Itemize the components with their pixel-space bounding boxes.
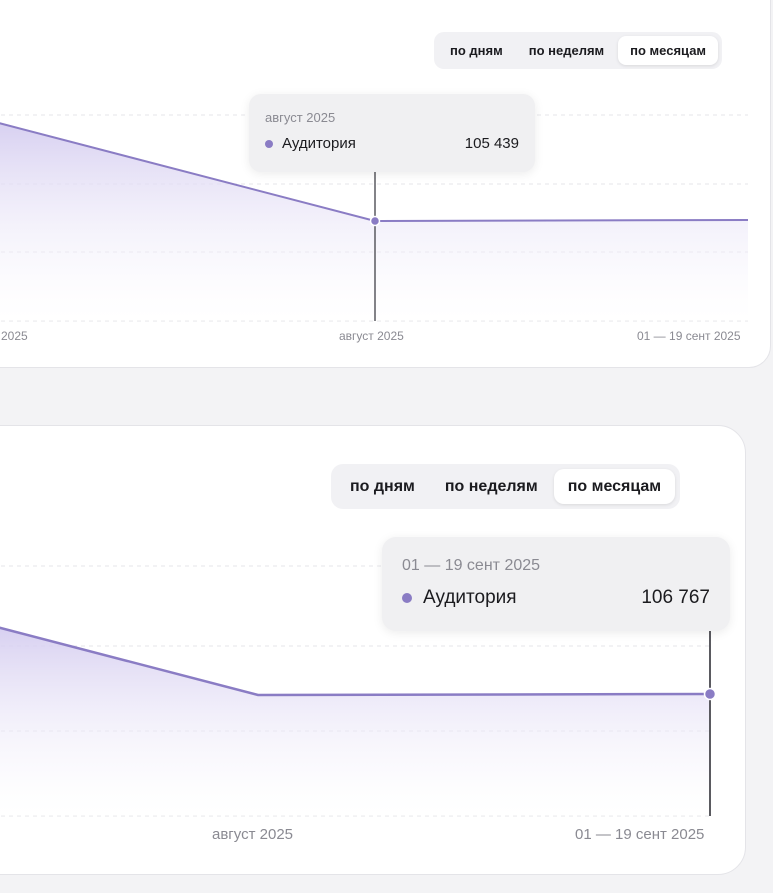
series-dot-icon <box>265 139 273 148</box>
series-line <box>0 626 711 697</box>
chart-card-1: по дням по неделям по месяцам август 202… <box>0 0 771 368</box>
hover-point <box>703 687 717 701</box>
toggle-by-days[interactable]: по дням <box>438 36 515 65</box>
toggle-by-days[interactable]: по дням <box>336 469 429 504</box>
period-toggle: по дням по неделям по месяцам <box>331 464 681 509</box>
x-tick-label: август 2025 <box>339 329 404 343</box>
tooltip-value: 106 767 <box>641 587 710 608</box>
tooltip-date: 01 — 19 сент 2025 <box>402 557 541 574</box>
toggle-by-months[interactable]: по месяцам <box>618 36 719 65</box>
toggle-by-months[interactable]: по месяцам <box>553 469 676 504</box>
tooltip-value: 105 439 <box>464 135 519 152</box>
period-toggle: по дням по неделям по месяцам <box>434 32 723 69</box>
x-tick-label: август 2025 <box>212 826 294 843</box>
tooltip-series-name: Аудитория <box>423 587 517 608</box>
toggle-by-weeks[interactable]: по неделям <box>431 469 552 504</box>
audience-chart-1[interactable] <box>0 0 771 368</box>
x-tick-label: 2025 <box>1 329 28 343</box>
chart-card-2: по дням по неделям по месяцам 01 — 19 се… <box>0 425 746 875</box>
x-tick-label: 01 — 19 сент 2025 <box>575 826 705 843</box>
series-dot-icon <box>402 593 412 603</box>
chart-tooltip: август 2025 Аудитория 105 439 <box>249 94 535 172</box>
tooltip-series-name: Аудитория <box>282 135 356 152</box>
x-tick-label: 01 — 19 сент 2025 <box>637 329 741 343</box>
toggle-by-weeks[interactable]: по неделям <box>517 36 616 65</box>
hover-point <box>369 215 381 227</box>
audience-chart-2[interactable] <box>0 426 746 875</box>
chart-tooltip: 01 — 19 сент 2025 Аудитория 106 767 <box>382 537 730 631</box>
tooltip-date: август 2025 <box>265 110 336 125</box>
